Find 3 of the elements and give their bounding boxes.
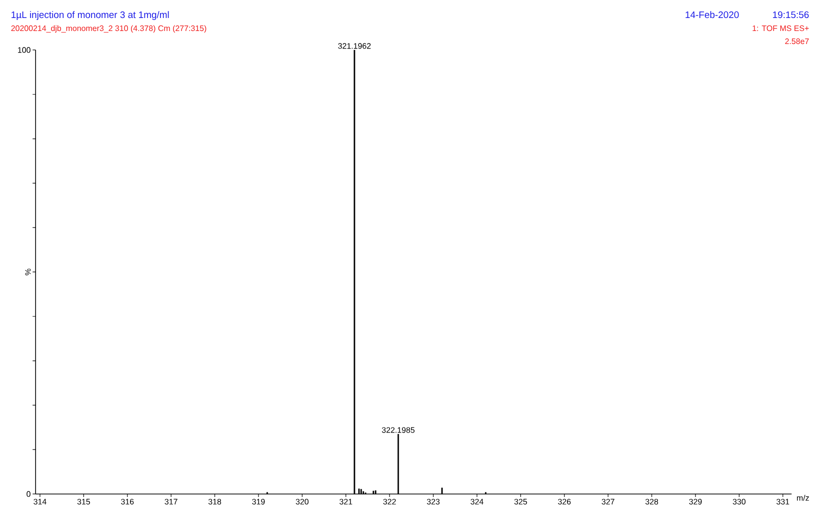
text: 14-Feb-2020 [686, 11, 739, 18]
text: 19:15:56 [773, 11, 809, 18]
chart-title: 1µL injection of monomer 3 at 1mg/ml [12, 11, 169, 20]
